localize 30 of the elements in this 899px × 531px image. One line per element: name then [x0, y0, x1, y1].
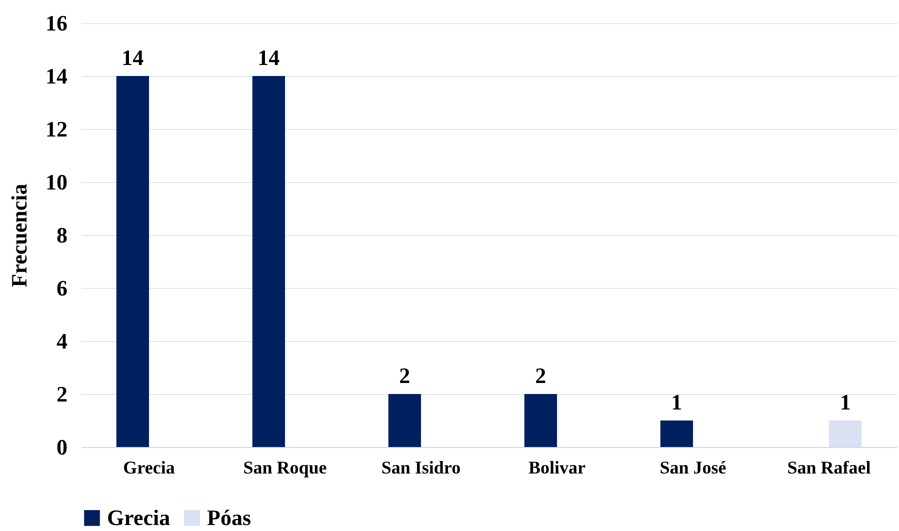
bar	[388, 394, 421, 447]
y-tick-label: 4	[56, 328, 68, 354]
y-tick-label: 14	[46, 64, 68, 88]
bar	[524, 394, 557, 447]
data-label: 14	[122, 45, 144, 70]
x-tick-label: San Isidro	[381, 458, 461, 478]
legend-label: Póas	[207, 505, 252, 530]
x-tick-label: San José	[660, 458, 726, 478]
legend-label: Grecia	[107, 505, 170, 530]
data-label: 14	[258, 45, 280, 70]
bar	[829, 420, 862, 447]
bar	[660, 420, 693, 447]
x-tick-label: Grecia	[123, 458, 175, 478]
y-tick-label: 2	[56, 382, 68, 406]
data-label: 1	[671, 390, 682, 414]
x-tick-label: San Rafael	[787, 458, 871, 478]
y-tick-label: 0	[56, 434, 68, 460]
data-label: 2	[399, 363, 410, 388]
x-tick-label: Bolivar	[528, 458, 586, 478]
y-tick-label: 12	[46, 116, 68, 142]
bar	[116, 76, 149, 447]
y-tick-label: 6	[56, 276, 68, 300]
bar	[252, 76, 285, 447]
y-tick-label: 8	[56, 222, 68, 248]
data-label: 1	[840, 390, 851, 414]
data-label: 2	[535, 363, 546, 388]
y-axis-title: Frecuencia	[6, 184, 32, 288]
x-tick-label: San Roque	[243, 458, 327, 478]
y-tick-label: 10	[46, 170, 68, 194]
y-tick-label: 16	[46, 10, 68, 36]
